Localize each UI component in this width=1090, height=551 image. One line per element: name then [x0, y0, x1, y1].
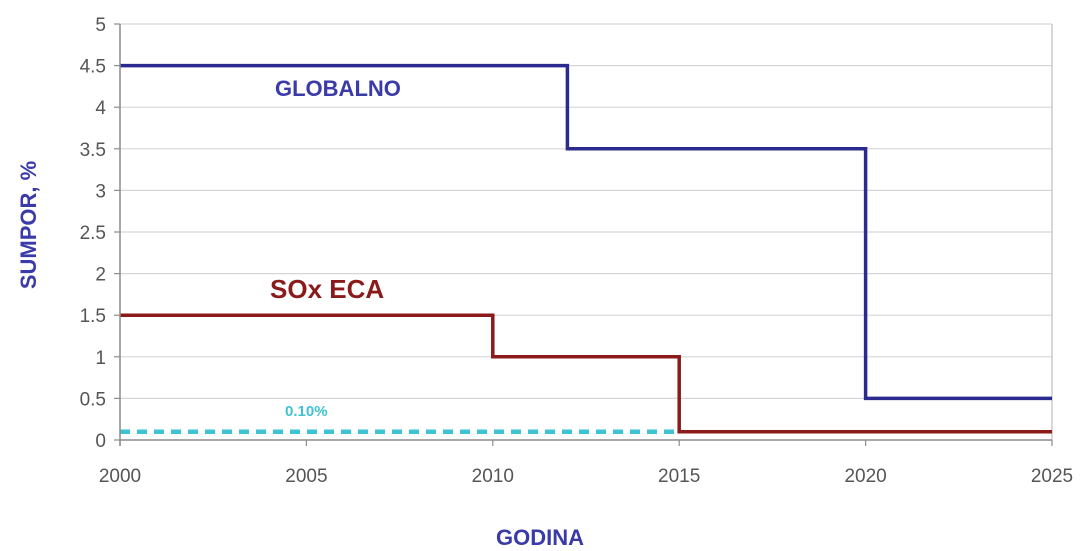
y-tick-label-6: 3 — [95, 181, 106, 202]
x-tick-label-2: 2010 — [472, 466, 514, 487]
y-tick-label-3: 1.5 — [80, 306, 106, 327]
x-axis-title: GODINA — [496, 525, 584, 550]
y-tick-label-0: 0 — [95, 431, 106, 452]
series-label-globalno: GLOBALNO — [275, 76, 401, 101]
y-tick-label-2: 1 — [95, 348, 106, 369]
x-tick-label-0: 2000 — [99, 466, 141, 487]
y-tick-label-8: 4 — [95, 98, 106, 119]
y-tick-label-7: 3.5 — [80, 140, 106, 161]
x-tick-label-5: 2025 — [1031, 466, 1073, 487]
y-tick-label-10: 5 — [95, 15, 106, 36]
y-tick-label-1: 0.5 — [80, 389, 106, 410]
axes — [114, 23, 1053, 446]
series-label-sox-eca: SOx ECA — [270, 274, 384, 304]
y-tick-label-4: 2 — [95, 265, 106, 286]
y-axis-title: SUMPOR, % — [16, 161, 41, 289]
y-tick-label-9: 4.5 — [80, 57, 106, 78]
y-tick-labels: 0 0.5 1 1.5 2 2.5 3 3.5 4 4.5 5 — [80, 15, 107, 452]
x-tick-label-1: 2005 — [285, 466, 327, 487]
x-tick-label-3: 2015 — [658, 466, 700, 487]
x-tick-labels: 2000 2005 2010 2015 2020 2025 — [99, 466, 1073, 487]
x-tick-label-4: 2020 — [844, 466, 886, 487]
grid-lines — [120, 23, 1053, 440]
series-line-sox-eca — [120, 313, 1052, 434]
series-line-globalno — [120, 63, 1052, 401]
series-label-0-10-percent: 0.10% — [285, 403, 328, 420]
y-tick-label-5: 2.5 — [80, 223, 106, 244]
series-group — [120, 63, 1052, 434]
